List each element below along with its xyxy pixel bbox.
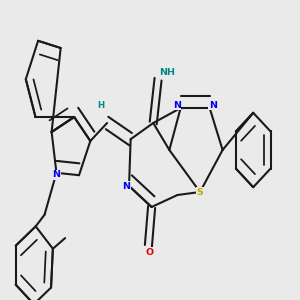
Text: N: N (209, 100, 217, 109)
Text: NH: NH (159, 68, 175, 76)
Text: H: H (97, 100, 104, 109)
Text: N: N (122, 182, 130, 190)
Text: S: S (196, 188, 203, 196)
Text: N: N (173, 100, 181, 109)
Text: N: N (52, 170, 61, 179)
Text: O: O (146, 248, 154, 256)
